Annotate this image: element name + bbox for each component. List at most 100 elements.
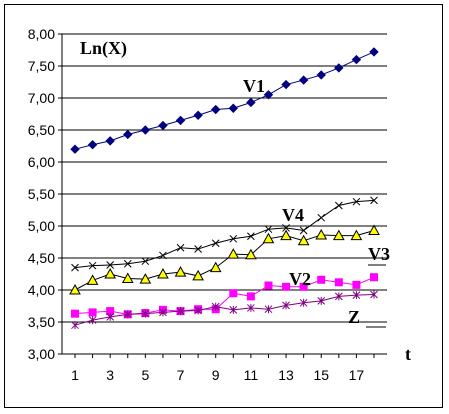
- data-point-v3: [368, 224, 380, 235]
- series-v1: [70, 47, 379, 154]
- data-point-v2: [299, 282, 308, 291]
- data-point-v1: [175, 115, 186, 126]
- x-tick-label: 3: [106, 367, 114, 383]
- data-point-z: [194, 306, 202, 315]
- data-point-v1: [228, 103, 239, 113]
- y-axis-ticks: 3,00 3,50 4,00 4,50 5,00 5,50 6,00 6,50 7,00 7,50…: [28, 26, 62, 362]
- data-point-z: [211, 302, 220, 311]
- data-point-v2: [317, 275, 326, 284]
- data-point-v4: [299, 226, 308, 235]
- data-point-v1: [105, 136, 115, 146]
- data-point-v2: [229, 289, 238, 298]
- x-tick-label: 1: [71, 367, 79, 383]
- data-point-v3: [280, 229, 292, 241]
- line-chart: 3,00 3,50 4,00 4,50 5,00 5,50 6,00 6,50 7,00 7,50…: [28, 26, 411, 383]
- data-point-v4: [352, 197, 361, 206]
- series-z: [71, 290, 378, 330]
- data-point-v2: [282, 282, 291, 291]
- data-point-v1: [351, 54, 362, 65]
- series-v2: [71, 273, 378, 319]
- data-point-v1: [210, 104, 221, 115]
- data-point-v4: [123, 259, 132, 268]
- data-point-v1: [281, 79, 291, 90]
- series-v3: [69, 224, 380, 295]
- data-point-z: [370, 290, 378, 299]
- series-label-z: Z: [348, 307, 360, 327]
- data-point-z: [123, 310, 132, 319]
- data-point-z: [88, 316, 97, 325]
- data-point-v2: [88, 308, 97, 317]
- y-tick-label: 4,50: [28, 250, 55, 266]
- series-v4: [71, 196, 378, 272]
- data-point-v3: [174, 266, 187, 277]
- data-point-v3: [209, 261, 222, 273]
- data-point-z: [141, 309, 150, 318]
- data-point-v1: [140, 125, 151, 135]
- data-point-v1: [193, 110, 203, 120]
- series-line-v4: [74, 199, 375, 269]
- data-point-v3: [350, 229, 363, 241]
- grid-lines: [62, 33, 387, 323]
- data-point-v1: [70, 144, 80, 154]
- data-point-v3: [332, 229, 345, 241]
- data-point-v3: [262, 232, 275, 244]
- series-label-v3: V3: [368, 244, 390, 264]
- y-tick-label: 6,50: [28, 122, 55, 138]
- data-point-v4: [247, 232, 255, 241]
- data-point-v1: [263, 90, 274, 100]
- data-point-v4: [159, 251, 167, 260]
- data-point-v1: [123, 129, 133, 140]
- data-point-v3: [86, 274, 99, 285]
- data-point-z: [282, 301, 290, 310]
- data-point-v1: [334, 63, 344, 73]
- data-point-v2: [370, 273, 378, 282]
- data-point-v4: [194, 245, 202, 253]
- data-point-v4: [211, 239, 220, 248]
- data-point-v4: [141, 257, 150, 266]
- y-tick-label: 3,00: [28, 346, 55, 362]
- data-point-v4: [264, 225, 273, 234]
- data-point-v4: [88, 261, 97, 270]
- y-tick-label: 7,50: [28, 58, 55, 74]
- data-point-v2: [352, 280, 361, 289]
- data-point-v3: [227, 248, 240, 259]
- data-point-z: [264, 305, 273, 314]
- x-tick-label: 11: [244, 367, 259, 383]
- data-point-v3: [297, 234, 310, 246]
- data-point-v4: [71, 263, 79, 272]
- data-point-v1: [369, 47, 379, 57]
- x-tick-label: 7: [177, 367, 185, 383]
- data-point-z: [229, 305, 238, 314]
- data-point-v3: [69, 283, 81, 295]
- data-point-v2: [71, 309, 79, 318]
- data-point-v3: [192, 269, 204, 281]
- data-point-v3: [157, 267, 169, 279]
- y-tick-label: 5,50: [28, 186, 55, 202]
- data-point-z: [176, 307, 185, 316]
- y-tick-label: 3,50: [28, 314, 55, 330]
- series-group: [69, 47, 380, 330]
- data-point-v1: [87, 140, 98, 150]
- x-tick-label: 13: [278, 367, 294, 383]
- series-labels: V1 V4 V3 V2 Z: [243, 76, 390, 328]
- x-tick-label: 9: [212, 367, 220, 383]
- data-point-v2: [264, 281, 273, 290]
- series-label-v2: V2: [289, 269, 311, 289]
- chart-frame: 3,00 3,50 4,00 4,50 5,00 5,50 6,00 6,50 7,00 7,50…: [4, 4, 443, 408]
- data-point-v4: [106, 261, 115, 269]
- data-point-z: [352, 291, 361, 300]
- chart-title: Ln(X): [80, 38, 127, 59]
- series-line-z: [74, 293, 375, 326]
- x-axis-label: t: [405, 344, 411, 364]
- data-point-v4: [282, 224, 290, 232]
- data-point-v4: [370, 196, 378, 205]
- data-point-v2: [334, 278, 343, 287]
- y-tick-label: 8,00: [28, 26, 55, 42]
- y-tick-label: 7,00: [28, 90, 55, 106]
- data-point-z: [159, 308, 167, 317]
- data-point-z: [317, 296, 326, 305]
- x-tick-label: 5: [141, 367, 149, 383]
- data-point-v2: [246, 292, 255, 301]
- data-point-v3: [104, 267, 117, 279]
- series-line-v1: [74, 51, 375, 150]
